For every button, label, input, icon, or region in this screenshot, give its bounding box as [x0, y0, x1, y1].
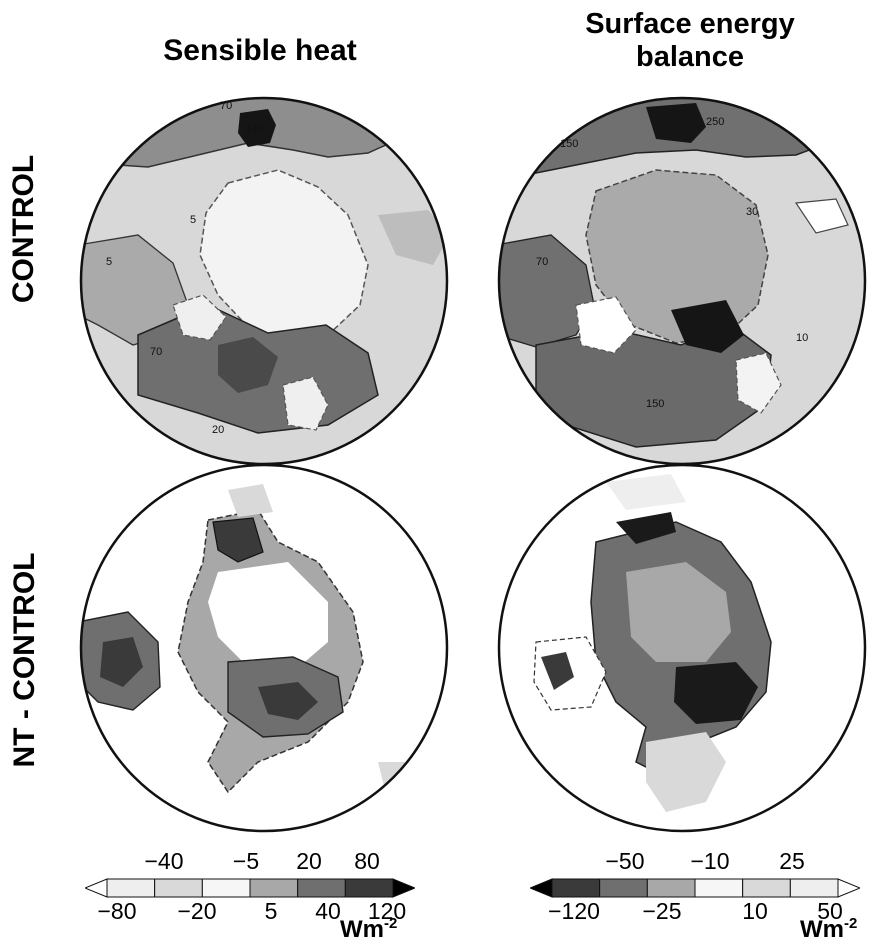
units-text: Wm: [340, 916, 384, 943]
colorbar-swatch: [392, 878, 415, 898]
colorbar-tick-label: −10: [690, 848, 730, 874]
row-title-control: CONTROL: [7, 154, 40, 304]
colorbar-swatch: [106, 878, 156, 898]
contour-label: 150: [560, 138, 578, 150]
colorbar-tick-label: 10: [742, 898, 768, 924]
colorbar-tick-label: −80: [97, 898, 137, 924]
contour-label: 70: [150, 346, 162, 358]
colorbar-swatch: [646, 878, 696, 898]
contour-label: 10: [796, 332, 808, 344]
colorbar-surface-energy: −50 −10 25 −120 −25 10 50: [530, 848, 860, 943]
units-label-left: Wm-2: [340, 915, 397, 944]
column-title-line2: balance: [636, 41, 744, 74]
contour-label: 150: [646, 398, 664, 410]
colorbar-strip: [530, 878, 860, 898]
colorbar-tick-label: −40: [144, 848, 184, 874]
colorbar-strip: [85, 878, 415, 898]
colorbar-swatch: [297, 878, 346, 898]
row-title-nt-control: NT - CONTROL: [8, 552, 41, 768]
colorbar-swatch: [599, 878, 648, 898]
colorbar-tick-label: 40: [315, 898, 341, 924]
colorbar-swatch: [694, 878, 744, 898]
colorbar-tick-label: −5: [232, 848, 260, 874]
colorbar-tick-label: 80: [354, 848, 380, 874]
colorbar-tick-label: 5: [264, 898, 278, 924]
colorbar-swatch: [837, 878, 860, 898]
colorbar-swatch: [789, 878, 839, 898]
colorbar-swatch: [742, 878, 791, 898]
colorbar-tick-label: 120: [367, 898, 407, 924]
contour-label: 70: [220, 100, 232, 112]
colorbar-tick-label: −20: [177, 898, 217, 924]
colorbar-tick-label: −120: [548, 898, 600, 924]
contour-label: 140: [245, 124, 263, 136]
colorbar-tick-label: 50: [817, 898, 843, 924]
map-panel-sensible-heat-difference: [79, 463, 449, 833]
units-exponent: -2: [384, 915, 398, 932]
colorbar-tick-label: 20: [296, 848, 322, 874]
colorbar-tick-label: 25: [779, 848, 805, 874]
map-panel-surface-energy-control: 150 250 30 70 10 150: [497, 96, 867, 466]
column-title-line1: Surface energy: [585, 8, 795, 40]
colorbar-tick-label: −50: [605, 848, 645, 874]
contour-label: 5: [190, 214, 196, 226]
units-exponent: -2: [844, 915, 858, 932]
colorbar-swatch: [344, 878, 394, 898]
colorbar-swatch: [551, 878, 601, 898]
column-title-sensible-heat: Sensible heat: [163, 34, 357, 67]
column-title-surface-energy-balance: Surface energy balance: [540, 8, 840, 75]
colorbar-swatch: [154, 878, 203, 898]
units-label-right: Wm-2: [800, 915, 857, 944]
map-panel-sensible-heat-control: 70 140 5 5 70 20: [79, 96, 449, 466]
contour-label: 30: [746, 206, 758, 218]
colorbar-swatch: [85, 878, 108, 898]
units-text: Wm: [800, 916, 844, 943]
map-panel-surface-energy-difference: [497, 463, 867, 833]
contour-label: 5: [106, 256, 112, 268]
contour-label: 20: [212, 424, 224, 436]
colorbar-swatch: [201, 878, 251, 898]
contour-label: 70: [536, 256, 548, 268]
colorbar-swatch: [530, 878, 553, 898]
colorbar-swatch: [249, 878, 299, 898]
colorbar-sensible-heat: −40 −5 20 80 −80 −20 5 40 120: [85, 848, 415, 943]
contour-label: 250: [706, 116, 724, 128]
colorbar-tick-label: −25: [642, 898, 682, 924]
